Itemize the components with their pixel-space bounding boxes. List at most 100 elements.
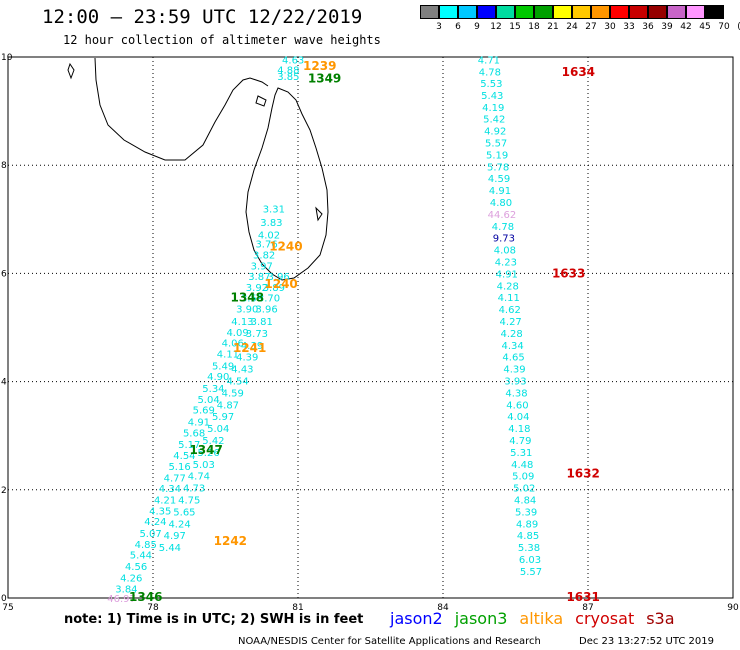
swh-value: 4.77 [164,473,186,484]
page-subtitle: 12 hour collection of altimeter wave hei… [63,33,381,47]
swh-value: 4.23 [495,257,517,268]
pass-time: 1633 [552,266,585,280]
swh-value: 4.39 [503,365,525,376]
swh-value: 5.17 [178,440,200,451]
map-frame [7,56,734,599]
swh-value: 5.97 [212,412,234,423]
island-fragment [67,62,75,80]
swh-value: 4.63 [282,56,304,67]
swh-value: 4.87 [217,400,239,411]
swh-value: 3.73 [246,329,268,340]
scale-label: 24 [566,22,578,32]
pass-time: 1346 [129,590,162,604]
pass-time: 1348 [231,291,264,305]
swh-value: 3.93 [504,377,526,388]
y-tick-label: 8 [1,161,7,171]
scale-swatch [420,5,439,19]
swh-value: 5.39 [515,507,537,518]
swh-value: 5.57 [485,138,507,149]
swh-value: 4.85 [517,531,539,542]
swh-value: 4.78 [492,222,514,233]
scale-label: 42 [680,22,692,32]
swh-value: 4.88 [277,65,299,76]
pass-time: 1349 [308,72,341,86]
altimeter-tracks: 4.634.883.85 3.31 3.834.023.763.823.973.87… [107,56,542,605]
swh-value: 4.54 [173,451,195,462]
scale-unit: (ft) [732,22,740,32]
pass-time: 1347 [189,443,222,457]
footer-credit: NOAA/NESDIS Center for Satellite Applica… [238,636,541,647]
scale-label: 12 [490,22,502,32]
swh-value: 5.43 [481,91,503,102]
page-title: 12:00 – 23:59 UTC 12/22/2019 [42,6,363,28]
pass-time: 1634 [562,65,595,79]
swh-value: 4.54 [226,377,248,388]
swh-value: 3.70 [258,294,280,305]
swh-value: 5.68 [183,428,205,439]
footer-timestamp: Dec 23 13:27:52 UTC 2019 [579,636,714,647]
swh-value: 4.80 [490,198,512,209]
scale-label: 6 [455,22,461,32]
swh-value: 3.31 [263,204,285,215]
swh-value: 4.62 [499,305,521,316]
sri-lanka-coastline [67,57,329,281]
swh-value: 4.73 [183,484,205,495]
x-tick-label: 87 [582,603,593,613]
track-altika: 4.634.883.85 3.31 3.834.023.763.823.973.87… [107,56,304,605]
satellite-legend: jason2 jason3 altika cryosat s3a [390,609,687,628]
scale-label: 45 [699,22,711,32]
swh-value: 4.24 [144,517,166,528]
pass-time: 1631 [566,590,599,604]
swh-value: 3.87 [248,272,270,283]
pass-time: 1632 [566,467,599,481]
scale-label: 39 [661,22,673,32]
swh-value: 4.97 [164,531,186,542]
swh-value: 4.26 [120,573,142,584]
swh-value: 4.24 [168,519,190,530]
swh-value: 46.97 [107,594,136,605]
swh-value: 3.89 [263,283,285,294]
swh-value: 5.03 [193,460,215,471]
india-coastline [94,57,269,161]
scale-swatch [648,5,667,19]
scale-swatch [553,5,572,19]
swh-value: 3.85 [277,72,299,83]
swh-value: 3.90 [236,305,258,316]
swh-value: 3.81 [251,317,273,328]
swh-value: 5.44 [159,543,181,554]
scale-swatch [629,5,648,19]
scale-swatch [572,5,591,19]
swh-value: 3.96 [255,305,277,316]
track-cryosat: 4.714.785.535.434.195.424.925.575.195.78… [478,56,542,578]
swh-value: 4.09 [226,328,248,339]
swh-value: 4.18 [508,424,530,435]
swh-value: 3.97 [251,261,273,272]
swh-value: 3.96 [268,272,290,283]
y-tick-label: 10 [1,53,13,63]
swh-value: 4.28 [497,281,519,292]
x-tick-label: 90 [727,603,739,613]
scale-swatch [534,5,553,19]
y-tick-label: 4 [1,378,7,388]
swh-value: 4.27 [500,317,522,328]
swh-value: 3.82 [253,250,275,261]
y-tick-label: 0 [1,594,7,604]
swh-value: 4.56 [125,562,147,573]
scale-swatch [705,5,724,19]
island-fragment [255,95,267,107]
swh-value: 4.79 [509,436,531,447]
scale-swatch [686,5,705,19]
scale-label: 3 [436,22,442,32]
legend-jason3: jason3 [454,609,508,628]
swh-value: 4.91 [496,269,518,280]
swh-value: 4.75 [178,496,200,507]
swh-value: 4.06 [222,339,244,350]
scale-label: 33 [623,22,635,32]
pass-time: 1240 [269,239,302,253]
scale-label: 18 [528,22,540,32]
swh-value: 4.59 [222,388,244,399]
legend-jason2: jason2 [390,609,443,628]
swh-value: 5.69 [193,406,215,417]
swh-value: 4.04 [507,412,529,423]
swh-value: 5.31 [510,448,532,459]
